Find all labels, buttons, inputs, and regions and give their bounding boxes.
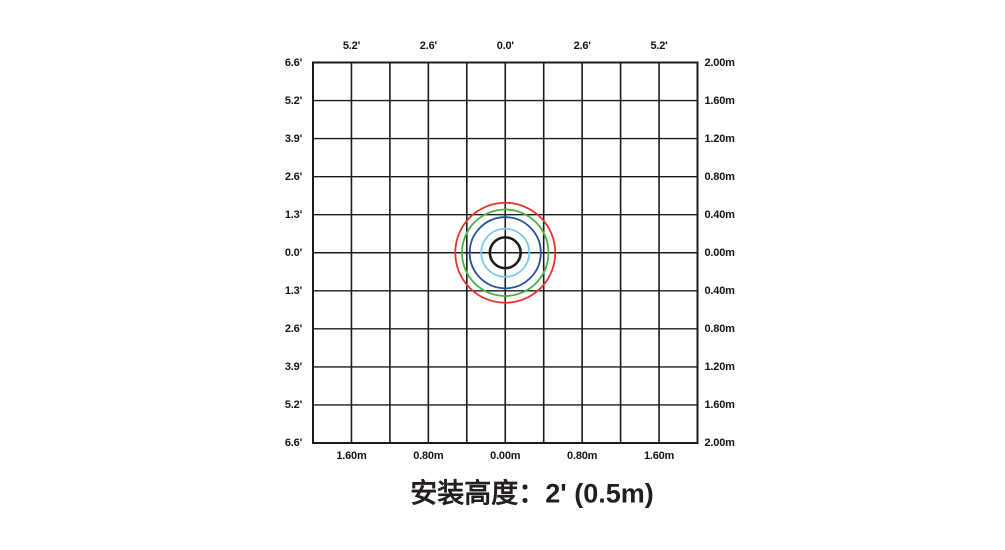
bottom-axis-label: 1.60m [643, 450, 675, 462]
left-axis-label: 3.9' [284, 132, 302, 145]
left-axis-label: 3.9' [284, 360, 302, 373]
left-axis-label: 1.3' [284, 284, 302, 297]
right-axis-label: 1.20m [704, 132, 735, 145]
top-axis-label: 2.6' [419, 40, 437, 52]
outer-red-ring [454, 201, 557, 304]
right-axis-label: 1.20m [704, 360, 735, 373]
left-axis-label: 0.0' [284, 246, 302, 259]
right-axis-label: 1.60m [704, 94, 735, 107]
right-axis-label: 2.00m [704, 56, 735, 69]
left-axis-label: 2.6' [284, 322, 302, 335]
right-axis-label: 0.40m [704, 208, 735, 221]
right-axis-label: 0.00m [704, 246, 735, 259]
right-axis-label: 0.80m [704, 322, 735, 335]
left-axis-label: 2.6' [284, 170, 302, 183]
left-axis-label: 5.2' [284, 94, 302, 107]
bottom-axis-label: 0.00m [490, 450, 521, 462]
right-axis-label: 0.40m [704, 284, 735, 297]
left-axis-label: 5.2' [284, 398, 302, 411]
blue-ring [468, 216, 542, 290]
bottom-axis-label: 0.80m [413, 450, 444, 462]
center-black-ring [488, 236, 522, 270]
plot-border [312, 61, 699, 444]
right-axis-label: 0.80m [704, 170, 735, 183]
top-axis-label: 5.2' [650, 40, 668, 52]
mounting-height-caption: 安装高度：2' (0.5m) [410, 478, 654, 509]
cyan-ring [480, 227, 531, 278]
right-axis-label: 1.60m [704, 398, 735, 411]
top-axis-label: 2.6' [573, 40, 591, 52]
left-axis-label: 6.6' [284, 437, 302, 449]
left-axis-label: 1.3' [284, 208, 302, 221]
right-axis-label: 2.00m [704, 437, 735, 449]
bottom-axis-label: 1.60m [336, 450, 367, 462]
top-axis-label: 0.0' [496, 40, 514, 52]
top-axis-label: 5.2' [342, 40, 360, 52]
left-axis-label: 6.6' [284, 56, 302, 69]
green-ring [461, 208, 550, 297]
bottom-axis-label: 0.80m [567, 450, 598, 462]
